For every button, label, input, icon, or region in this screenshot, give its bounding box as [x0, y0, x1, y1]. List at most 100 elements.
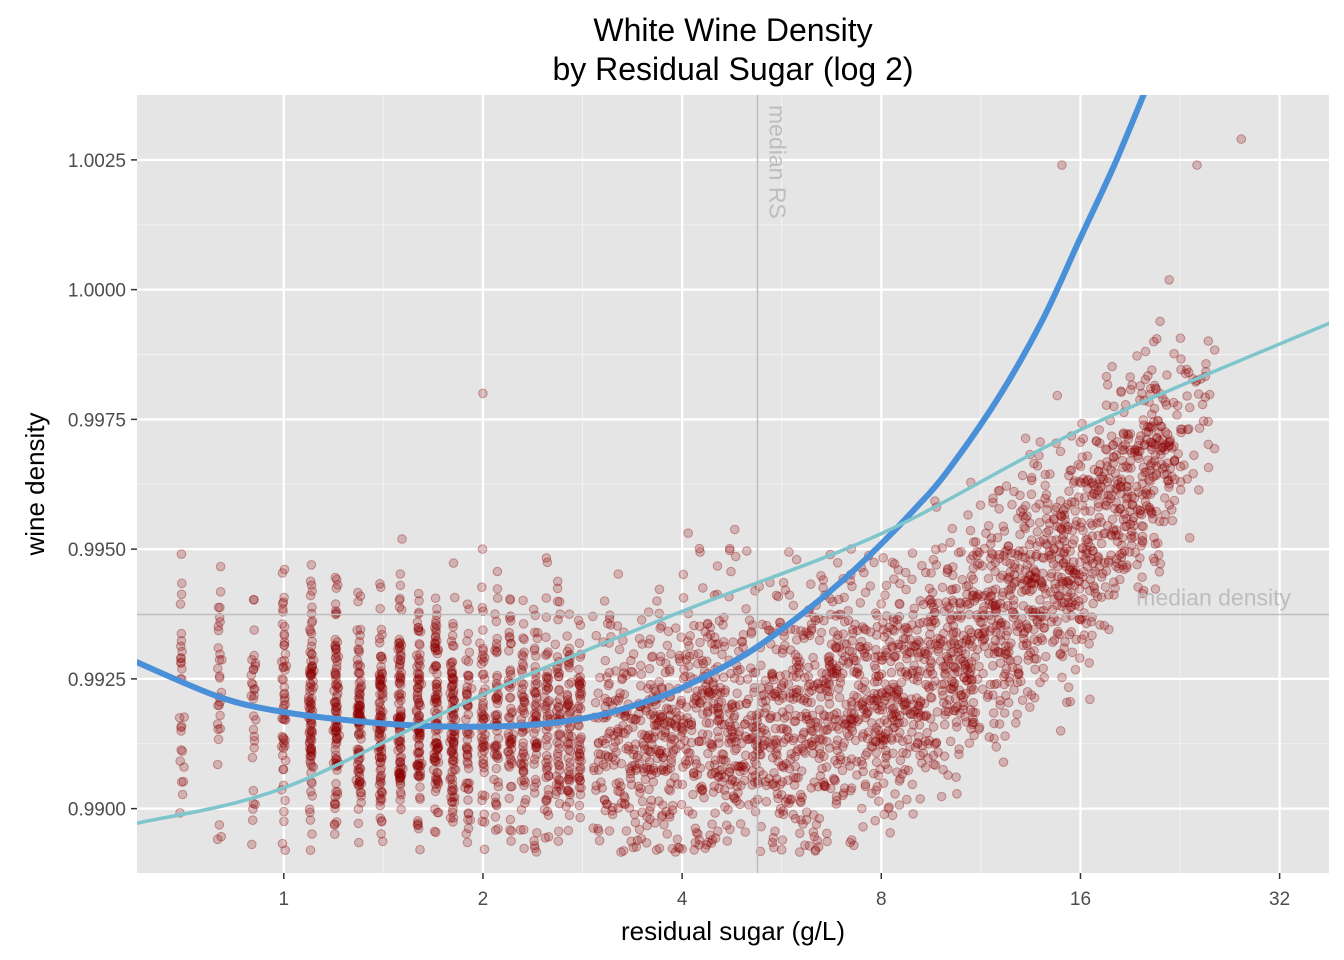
- major-gridlines: [137, 95, 1329, 873]
- data-point-3497: [1118, 428, 1129, 438]
- data-point-2794: [776, 680, 787, 691]
- x-axis-ticks: 1 2 4 8 16 32: [278, 873, 1290, 910]
- data-point-2200: [672, 834, 683, 845]
- data-point-1232: [542, 806, 553, 817]
- x-tick-label-5: 32: [1269, 889, 1290, 910]
- data-point-3865: [674, 843, 685, 853]
- data-point-3727: [950, 703, 961, 713]
- data-point-48: [213, 621, 223, 632]
- data-point-3950: [694, 736, 704, 747]
- data-point-31: [215, 561, 226, 572]
- data-point-3737: [937, 582, 948, 593]
- data-point-3988: [1167, 471, 1177, 482]
- data-point-3822: [782, 711, 792, 721]
- data-point-3651: [698, 658, 709, 669]
- data-point-3231: [995, 700, 1005, 710]
- data-point-266: [332, 688, 343, 699]
- data-point-99: [278, 743, 289, 754]
- data-point-3314: [878, 778, 889, 789]
- data-point-3550: [705, 760, 715, 771]
- data-point-3369: [1046, 572, 1056, 582]
- data-point-587: [395, 736, 405, 746]
- data-point-103: [280, 735, 290, 746]
- data-point-598: [394, 595, 405, 606]
- data-point-3544: [646, 795, 657, 806]
- data-point-3707: [783, 794, 793, 804]
- data-point-1637: [1107, 514, 1118, 525]
- data-point-3462: [811, 819, 822, 830]
- data-point-2441: [1040, 469, 1051, 480]
- data-point-3667: [814, 743, 825, 754]
- data-point-699: [414, 673, 425, 683]
- data-point-248: [330, 803, 340, 814]
- data-point-316: [331, 583, 342, 594]
- data-point-3841: [962, 589, 972, 600]
- data-point-600: [394, 698, 404, 709]
- data-point-353: [352, 625, 362, 635]
- data-point-33: [212, 719, 223, 729]
- data-point-165: [304, 692, 314, 702]
- data-point-3448: [830, 775, 840, 786]
- data-point-1417: [573, 744, 584, 754]
- data-point-3571: [1200, 392, 1210, 403]
- data-point-496: [376, 757, 386, 768]
- data-point-3005: [815, 771, 826, 781]
- data-point-132: [279, 640, 290, 651]
- data-point-364: [355, 689, 365, 700]
- data-point-2481: [930, 760, 941, 770]
- data-point-3863: [1071, 516, 1082, 527]
- data-point-3725: [883, 726, 894, 736]
- data-point-3738: [887, 735, 897, 745]
- data-point-343: [354, 727, 365, 738]
- data-point-3166: [968, 684, 979, 695]
- data-point-3058: [725, 543, 735, 554]
- data-point-1050: [504, 793, 515, 804]
- data-point-2542: [741, 698, 751, 709]
- data-point-3851: [1098, 529, 1109, 539]
- data-point-3370: [1075, 461, 1086, 472]
- data-point-54: [213, 734, 224, 745]
- data-point-275: [332, 691, 342, 702]
- data-point-3365: [664, 809, 675, 820]
- data-point-76: [247, 815, 258, 826]
- data-point-1095: [506, 756, 517, 766]
- data-point-3391: [865, 581, 876, 591]
- data-point-2877: [1094, 425, 1104, 435]
- data-point-369: [354, 837, 364, 848]
- data-point-879: [445, 774, 455, 785]
- data-point-71: [249, 684, 259, 695]
- data-point-3766: [882, 647, 892, 658]
- data-point-443: [376, 651, 386, 662]
- data-point-215: [307, 685, 317, 696]
- data-point-2469: [637, 796, 648, 807]
- data-point-152: [305, 576, 316, 587]
- data-point-349: [355, 700, 366, 711]
- data-point-938: [465, 729, 475, 739]
- data-point-14: [176, 726, 186, 736]
- data-point-310: [331, 670, 342, 680]
- data-point-2001: [880, 590, 890, 601]
- data-point-2930: [770, 826, 780, 837]
- data-point-278: [333, 682, 343, 693]
- data-point-3891: [601, 761, 611, 772]
- x-tick-label-2: 4: [677, 889, 688, 910]
- data-point-88: [278, 597, 289, 607]
- data-point-1100: [506, 738, 517, 748]
- data-point-3758: [1127, 500, 1138, 510]
- data-point-3454: [639, 744, 650, 754]
- data-point-3807: [1111, 530, 1121, 541]
- data-point-3893: [808, 810, 819, 820]
- data-point-3026: [1180, 368, 1191, 379]
- data-point-788: [432, 768, 443, 779]
- data-point-90: [279, 629, 290, 639]
- data-point-283: [331, 674, 341, 684]
- data-point-458: [377, 706, 388, 717]
- data-point-412: [352, 709, 363, 719]
- data-point-3610: [948, 681, 959, 692]
- data-point-502: [375, 671, 385, 682]
- data-point-549: [393, 745, 403, 756]
- data-point-438: [376, 794, 387, 805]
- data-point-3040: [912, 675, 923, 686]
- data-point-7: [174, 713, 185, 723]
- data-point-2447: [695, 637, 705, 648]
